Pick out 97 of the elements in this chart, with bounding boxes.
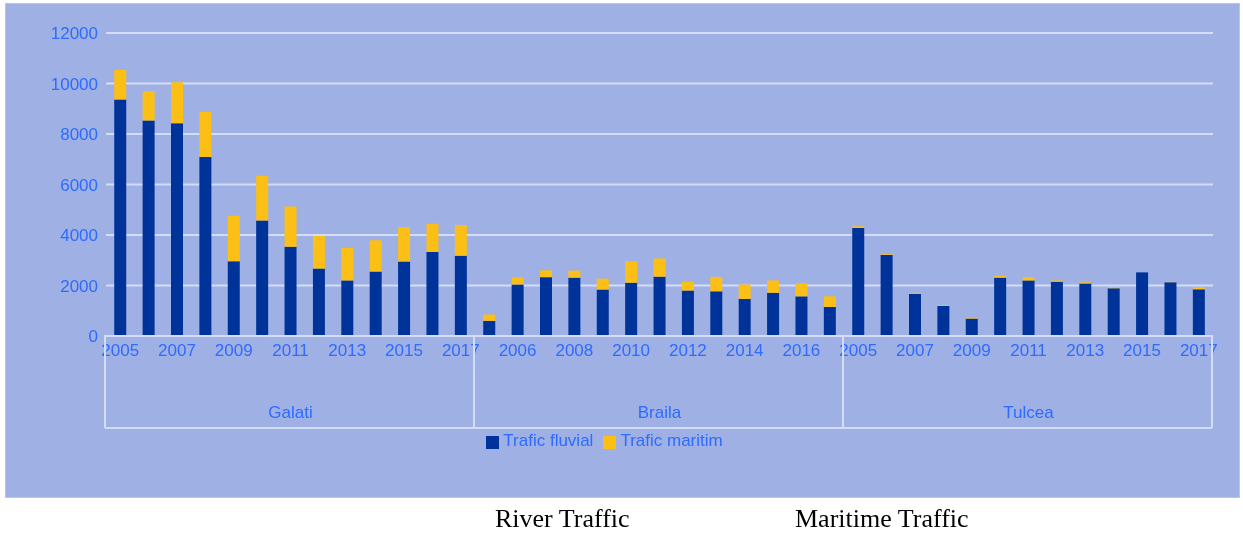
bar bbox=[596, 289, 609, 336]
bar bbox=[341, 280, 354, 336]
x-tick-label: 2008 bbox=[555, 341, 594, 361]
y-tick-label: 4000 bbox=[60, 226, 98, 246]
bar bbox=[312, 268, 325, 336]
bar bbox=[568, 270, 581, 278]
bar bbox=[767, 280, 780, 293]
y-tick-label: 2000 bbox=[60, 276, 98, 296]
bar bbox=[114, 70, 127, 100]
bar bbox=[710, 276, 723, 292]
bar bbox=[568, 277, 581, 336]
y-tick-label: 8000 bbox=[60, 125, 98, 145]
bar bbox=[795, 296, 808, 336]
bar bbox=[738, 284, 751, 299]
x-tick-label: 2009 bbox=[952, 341, 991, 361]
bar bbox=[369, 271, 382, 336]
bar bbox=[454, 224, 467, 256]
bar bbox=[1107, 288, 1120, 336]
bar bbox=[369, 240, 382, 272]
text: Tulcea bbox=[1003, 403, 1055, 423]
text: River Traffic bbox=[495, 504, 630, 534]
bar bbox=[1022, 277, 1035, 281]
legend-label: Trafic maritim bbox=[620, 431, 723, 450]
bar bbox=[312, 236, 325, 269]
bar bbox=[284, 246, 297, 336]
bar bbox=[625, 282, 638, 336]
x-tick-label: 2013 bbox=[328, 341, 367, 361]
x-tick-label: 2010 bbox=[612, 341, 651, 361]
y-tick-label: 6000 bbox=[60, 175, 98, 195]
bar bbox=[625, 261, 638, 283]
bar bbox=[681, 281, 694, 291]
bar bbox=[171, 123, 183, 336]
bar bbox=[398, 227, 411, 262]
bar bbox=[880, 254, 893, 336]
x-tick-label: 2014 bbox=[725, 341, 764, 361]
bar bbox=[1192, 287, 1205, 290]
bar bbox=[1022, 280, 1035, 336]
bar bbox=[199, 156, 212, 336]
bar bbox=[483, 320, 496, 336]
bar bbox=[596, 278, 609, 290]
bar bbox=[398, 261, 411, 336]
bar bbox=[540, 277, 552, 336]
text: Braila bbox=[637, 403, 682, 423]
bar bbox=[681, 290, 694, 336]
bar bbox=[1079, 283, 1092, 336]
bar bbox=[653, 276, 666, 336]
x-tick-label: 2007 bbox=[896, 341, 934, 361]
bar bbox=[937, 305, 950, 336]
bar bbox=[256, 175, 269, 221]
bar bbox=[142, 120, 155, 336]
legend-label: Trafic fluvial bbox=[503, 431, 594, 450]
x-tick-label: 2015 bbox=[1123, 341, 1161, 361]
bar bbox=[256, 220, 269, 336]
bar bbox=[540, 270, 552, 278]
y-tick-label: 12000 bbox=[50, 24, 98, 44]
x-tick-label: 2007 bbox=[158, 341, 196, 361]
bar bbox=[511, 284, 524, 336]
bar bbox=[454, 255, 467, 336]
bar bbox=[852, 227, 865, 336]
bar bbox=[142, 91, 155, 121]
bar bbox=[483, 314, 496, 321]
bar bbox=[823, 296, 836, 307]
bar bbox=[795, 283, 808, 297]
bar bbox=[284, 206, 297, 247]
x-tick-label: 2011 bbox=[272, 341, 309, 361]
y-tick-label: 0 bbox=[88, 327, 98, 347]
bar bbox=[1192, 289, 1205, 336]
x-tick-label: 2016 bbox=[782, 341, 821, 361]
bar bbox=[1164, 282, 1177, 336]
bar bbox=[823, 306, 836, 336]
x-tick-label: 2009 bbox=[214, 341, 253, 361]
text: Maritime Traffic bbox=[795, 504, 969, 534]
x-tick-label: 2011 bbox=[1010, 341, 1047, 361]
bar bbox=[1136, 272, 1149, 336]
bar bbox=[965, 318, 978, 336]
y-tick-label: 10000 bbox=[50, 74, 98, 94]
text: Galati bbox=[268, 403, 313, 423]
x-tick-label: 2006 bbox=[498, 341, 537, 361]
bar bbox=[227, 261, 240, 336]
bar bbox=[710, 291, 723, 336]
bar bbox=[199, 112, 212, 157]
bar bbox=[511, 277, 524, 285]
x-tick-label: 2012 bbox=[668, 341, 707, 361]
bar bbox=[1050, 281, 1063, 336]
bar bbox=[767, 292, 780, 336]
bar bbox=[341, 247, 354, 281]
bar bbox=[227, 215, 240, 262]
bar bbox=[426, 223, 439, 252]
bar bbox=[426, 251, 439, 336]
bar bbox=[994, 277, 1007, 336]
x-tick-label: 2015 bbox=[385, 341, 423, 361]
bar bbox=[653, 258, 666, 277]
bar bbox=[114, 99, 127, 336]
bar bbox=[171, 82, 183, 124]
bar bbox=[738, 298, 751, 336]
x-tick-label: 2013 bbox=[1066, 341, 1105, 361]
bar bbox=[909, 293, 921, 336]
